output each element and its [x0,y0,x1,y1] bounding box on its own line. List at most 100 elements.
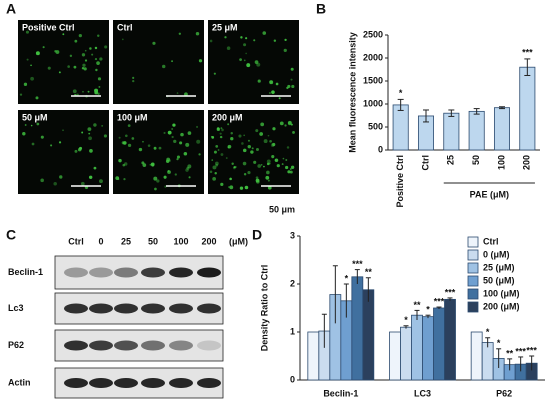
micrograph [113,110,204,194]
x-tick-label: 200 [522,155,532,170]
cell-spot [217,149,220,151]
cell-spot [266,162,270,166]
significance: *** [515,346,526,356]
cell-spot [73,65,77,69]
cell-spot [266,159,271,164]
lane-label: Ctrl [68,236,84,246]
bar [400,326,412,381]
cell-spot [94,88,99,93]
cell-spot [286,146,290,149]
band [197,378,221,388]
cell-spot [255,129,259,133]
cell-spot [184,92,188,97]
cell-spot [187,164,192,169]
image-label: 200 μM [212,112,243,122]
cell-spot [253,39,256,42]
cell-spot [290,123,293,126]
cell-spot [95,68,98,72]
cell-spot [176,158,179,161]
cell-spot [254,60,259,64]
cell-spot [40,135,44,139]
bar [493,107,510,151]
cell-spot [267,185,272,190]
cell-spot [291,84,295,89]
cell-spot [162,64,166,69]
cell-spot [265,175,270,180]
y-tick-label: 1 [290,326,295,336]
cell-spot [171,135,174,139]
image-label: 100 μM [117,112,148,122]
legend-swatch [467,249,479,261]
cell-spot [185,168,189,172]
cell-spot [243,59,246,62]
y-tick-label: 500 [368,121,383,131]
cell-spot [94,58,98,61]
bar [519,66,536,151]
cell-spot [285,159,288,162]
cell-spot [229,177,232,181]
cell-spot [81,53,86,57]
band [89,267,113,278]
cell-spot [47,66,51,70]
cell-spot [290,67,294,71]
cell-spot [262,31,267,35]
band [197,303,221,314]
cell-spot [251,147,254,150]
y-tick-label: 0 [378,144,383,154]
cell-spot [147,144,151,147]
cell-spot [122,163,126,167]
legend-label: 0 (μM) [483,249,510,259]
image-label: 50 μM [22,112,48,122]
cell-spot [167,170,170,173]
bar [389,331,401,381]
group-label: PAE (μM) [470,189,509,199]
cell-spot [30,64,32,67]
cell-spot [227,144,232,149]
x-tick-label: 100 [496,155,506,170]
bar [443,112,460,151]
cell-spot [243,173,247,176]
cell-spot [268,92,271,95]
cell-spot [158,146,162,150]
micrograph [113,20,204,104]
cell-spot [172,123,176,127]
cell-spot [82,90,84,93]
cell-spot [53,182,57,186]
cell-spot [292,131,295,134]
cell-spot [266,170,270,175]
cell-spot [198,59,203,63]
legend-label: Ctrl [483,236,499,246]
legend-swatch [467,275,479,287]
cell-spot [30,124,33,127]
cell-spot [276,164,280,168]
significance: ** [506,348,514,358]
cell-spot [286,86,289,90]
cell-spot [83,67,87,71]
cell-spot [30,76,34,81]
band [114,340,138,351]
cell-spot [230,137,234,141]
cell-spot [257,79,261,83]
cell-spot [272,127,276,131]
cell-spot [149,163,152,166]
bar [392,104,409,151]
y-tick-label: 2 [290,278,295,288]
cell-spot [247,144,252,149]
band [141,340,165,351]
cell-spot [263,165,265,168]
band [197,340,221,351]
x-tick-label: 50 [471,155,481,165]
cell-spot [121,141,125,145]
y-tick-label: 1000 [363,98,383,108]
cell-spot [242,161,247,166]
cell-spot [121,38,124,41]
bar [411,314,423,381]
cell-spot [271,90,275,94]
band [64,267,88,278]
y-tick-label: 3 [290,230,295,240]
cell-spot [239,58,242,62]
cell-spot [91,53,94,56]
legend-swatch [467,262,479,274]
cell-spot [22,132,26,136]
cell-spot [287,121,292,126]
